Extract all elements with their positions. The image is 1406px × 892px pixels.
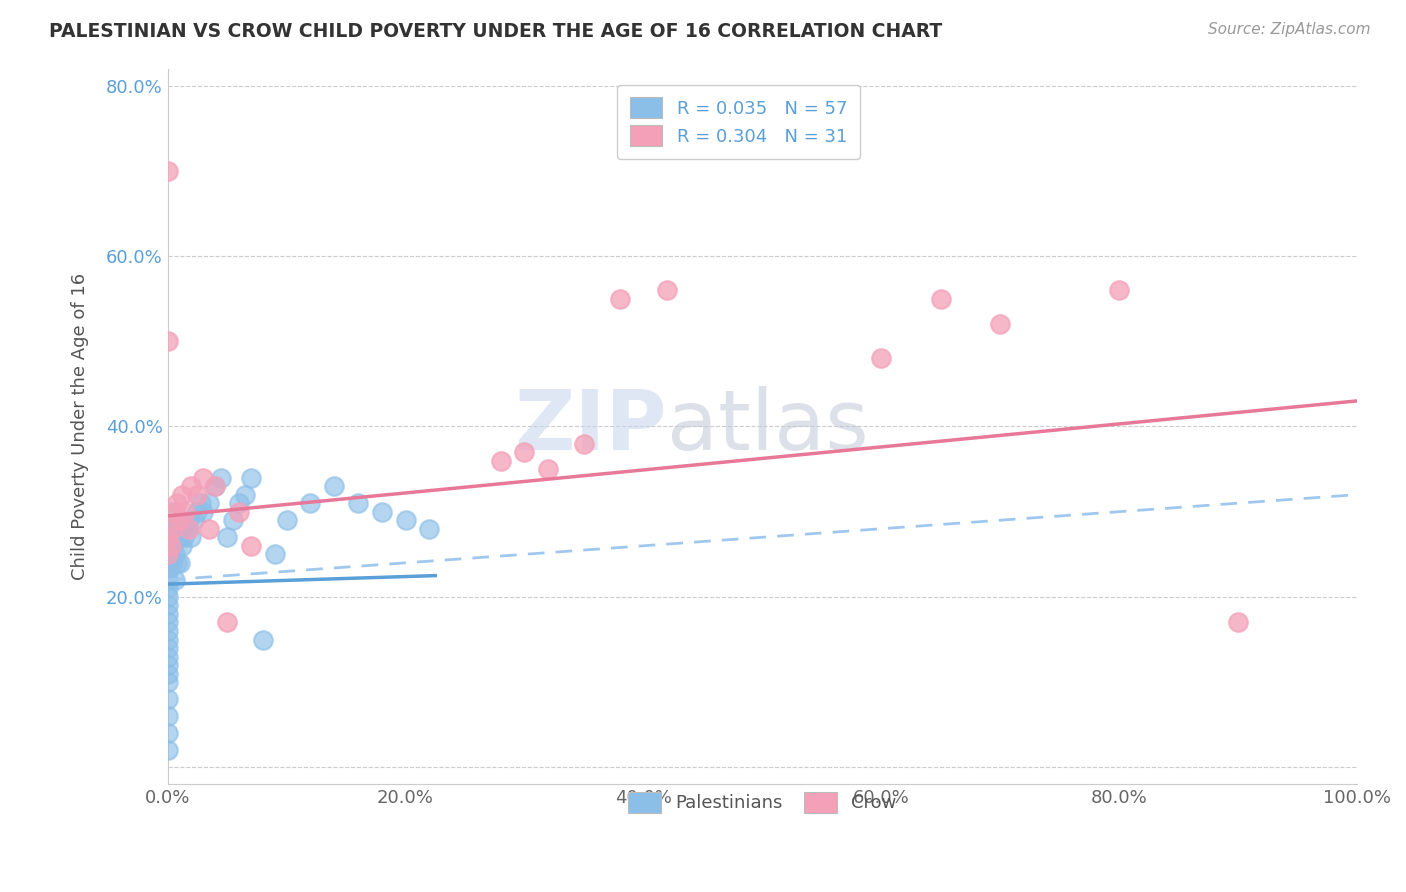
Point	[347, 496, 370, 510]
Point	[156, 530, 179, 544]
Point	[537, 462, 560, 476]
Point	[169, 513, 191, 527]
Point	[209, 470, 232, 484]
Point	[156, 615, 179, 630]
Point	[186, 505, 208, 519]
Point	[162, 556, 184, 570]
Point	[489, 453, 512, 467]
Point	[156, 547, 179, 561]
Point	[323, 479, 346, 493]
Point	[162, 522, 184, 536]
Point	[233, 488, 256, 502]
Point	[1227, 615, 1250, 630]
Point	[252, 632, 274, 647]
Point	[198, 496, 221, 510]
Point	[156, 726, 179, 740]
Point	[169, 556, 191, 570]
Point	[276, 513, 298, 527]
Point	[183, 513, 205, 527]
Point	[239, 470, 262, 484]
Point	[163, 573, 186, 587]
Point	[162, 505, 184, 519]
Point	[156, 666, 179, 681]
Point	[177, 513, 200, 527]
Point	[166, 556, 188, 570]
Point	[186, 488, 208, 502]
Point	[198, 522, 221, 536]
Point	[156, 675, 179, 690]
Point	[170, 488, 193, 502]
Point	[657, 283, 679, 297]
Point	[156, 709, 179, 723]
Point	[166, 496, 188, 510]
Point	[929, 292, 952, 306]
Point	[193, 505, 215, 519]
Text: Source: ZipAtlas.com: Source: ZipAtlas.com	[1208, 22, 1371, 37]
Point	[176, 522, 198, 536]
Point	[572, 436, 595, 450]
Point	[370, 505, 392, 519]
Point	[217, 615, 239, 630]
Point	[190, 496, 212, 510]
Point	[156, 607, 179, 621]
Point	[163, 522, 186, 536]
Y-axis label: Child Poverty Under the Age of 16: Child Poverty Under the Age of 16	[72, 273, 89, 580]
Point	[204, 479, 226, 493]
Point	[177, 522, 200, 536]
Point	[180, 479, 202, 493]
Point	[156, 565, 179, 579]
Point	[156, 624, 179, 638]
Point	[170, 539, 193, 553]
Point	[609, 292, 631, 306]
Point	[204, 479, 226, 493]
Point	[394, 513, 416, 527]
Point	[228, 505, 250, 519]
Point	[156, 692, 179, 706]
Point	[1108, 283, 1130, 297]
Point	[156, 632, 179, 647]
Point	[418, 522, 440, 536]
Point	[180, 530, 202, 544]
Point	[163, 505, 186, 519]
Legend: Palestinians, Crow: Palestinians, Crow	[616, 780, 910, 825]
Point	[239, 539, 262, 553]
Point	[156, 743, 179, 757]
Text: PALESTINIAN VS CROW CHILD POVERTY UNDER THE AGE OF 16 CORRELATION CHART: PALESTINIAN VS CROW CHILD POVERTY UNDER …	[49, 22, 942, 41]
Point	[156, 334, 179, 349]
Point	[156, 590, 179, 604]
Point	[162, 522, 184, 536]
Point	[193, 470, 215, 484]
Point	[156, 547, 179, 561]
Point	[513, 445, 536, 459]
Point	[162, 539, 184, 553]
Point	[160, 539, 183, 553]
Point	[870, 351, 893, 366]
Text: ZIP: ZIP	[515, 386, 668, 467]
Point	[217, 530, 239, 544]
Point	[174, 505, 197, 519]
Point	[156, 599, 179, 613]
Point	[156, 573, 179, 587]
Point	[156, 556, 179, 570]
Point	[166, 530, 188, 544]
Point	[222, 513, 245, 527]
Point	[156, 658, 179, 673]
Point	[163, 547, 186, 561]
Text: atlas: atlas	[668, 386, 869, 467]
Point	[263, 547, 285, 561]
Point	[156, 641, 179, 656]
Point	[228, 496, 250, 510]
Point	[173, 530, 195, 544]
Point	[156, 649, 179, 664]
Point	[156, 163, 179, 178]
Point	[169, 530, 191, 544]
Point	[156, 582, 179, 596]
Point	[988, 317, 1011, 331]
Point	[299, 496, 322, 510]
